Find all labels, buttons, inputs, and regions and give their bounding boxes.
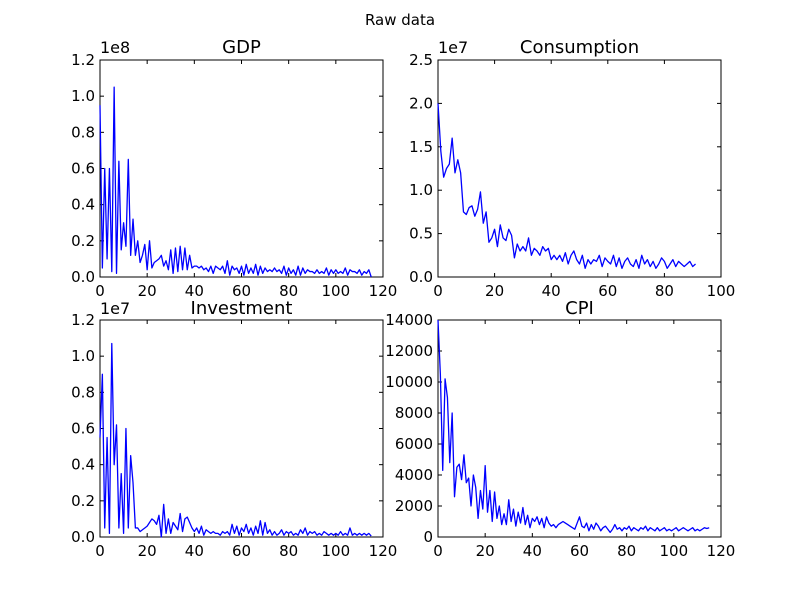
tick-group: 0 20 40 60 80 100 120 0.0 0.2 0.4 0.6 0.8 1.0 1.2 [71,311,397,560]
x-tick-label: 80 [617,542,636,560]
plot-frame [99,319,384,538]
y-tick-label: 0.8 [71,123,95,141]
y-tick-label: 0.8 [71,383,95,401]
panel-consumption: Consumption 1e7 0 20 40 60 80 100 0.0 0.5 1.0 1.5… [409,37,735,300]
panel-title: GDP [222,37,261,58]
y-tick-label: 0.4 [71,456,95,474]
panel-investment: Investment 1e7 0 20 40 60 80 100 1200.00.20.40… [71,298,397,560]
y-tick-label: 0 [423,528,433,546]
axis-offset-text: 1e7 [438,38,468,57]
panel-gdp: GDP 1e8 0 20 40 60 80 100 120 0.0 0.2 0.4 0.6 0.8 1.… [71,37,397,300]
x-tick-label: 0 [95,542,105,560]
tick-group: 0 20 40 60 80 100 120 0.0 0.2 0.4 0.6 0.8 1.0 1.2 [71,51,397,300]
x-tick-label: 120 [369,542,398,560]
x-tick-label: 100 [660,542,689,560]
x-tick-label: 60 [598,282,617,300]
panel-cpi: CPI 0 20 40 60 80 100 120 0 2000 4000 6000 8000 1000… [385,298,735,560]
y-tick-label: 14000 [385,311,433,329]
x-tick-label: 60 [232,542,251,560]
x-tick-label: 100 [707,282,736,300]
x-tick-label: 60 [570,542,589,560]
y-tick-label: 0.0 [71,268,95,286]
x-tick-label: 80 [655,282,674,300]
series-line [437,319,710,533]
y-tick-label: 0.0 [71,528,95,546]
axis-offset-text: 1e7 [100,299,130,318]
figure-suptitle: Raw data [365,11,435,29]
y-tick-label: 0.6 [71,420,95,438]
x-tick-label: 120 [369,282,398,300]
y-tick-label: 1.5 [409,138,433,156]
panel-title: CPI [565,298,594,319]
panel-title: Investment [191,298,293,319]
x-tick-label: 20 [476,542,495,560]
y-tick-label: 0.4 [71,196,95,214]
x-tick-label: 0 [95,282,105,300]
x-tick-label: 60 [232,282,251,300]
y-tick-label: 6000 [395,435,433,453]
series-line [99,86,372,278]
x-tick-label: 100 [322,542,351,560]
x-tick-label: 40 [185,542,204,560]
y-tick-label: 1.0 [71,347,95,365]
panel-title: Consumption [520,37,639,58]
tick-group: 0 20 40 60 80 100 0.0 0.5 1.0 1.5 2.0 2.5 [409,51,735,300]
tick-group: 0 20 40 60 80 100 120 0 2000 4000 6000 8000 10000 120… [385,311,735,560]
plot-frame [437,319,722,538]
x-tick-label: 120 [707,542,736,560]
x-tick-label: 100 [322,282,351,300]
y-tick-label: 4000 [395,466,433,484]
y-tick-label: 2000 [395,497,433,515]
x-tick-label: 20 [485,282,504,300]
y-tick-label: 1.2 [71,311,95,329]
y-tick-label: 2.0 [409,94,433,112]
y-tick-label: 12000 [385,342,433,360]
axis-offset-text: 1e8 [100,38,130,57]
y-tick-label: 1.0 [71,87,95,105]
plot-frame [437,59,722,278]
x-tick-label: 40 [185,282,204,300]
x-tick-label: 40 [523,542,542,560]
x-tick-label: 0 [433,542,443,560]
y-tick-label: 0.2 [71,492,95,510]
y-tick-label: 0.6 [71,160,95,178]
y-tick-label: 0.0 [409,268,433,286]
x-tick-label: 80 [279,282,298,300]
y-tick-label: 0.2 [71,232,95,250]
x-tick-label: 20 [138,282,157,300]
y-tick-label: 2.5 [409,51,433,69]
y-tick-label: 8000 [395,404,433,422]
x-tick-label: 80 [279,542,298,560]
x-tick-label: 20 [138,542,157,560]
y-tick-label: 1.0 [409,181,433,199]
y-tick-label: 1.2 [71,51,95,69]
y-tick-label: 0.5 [409,225,433,243]
series-line [437,103,696,269]
y-tick-label: 10000 [385,373,433,391]
plot-frame [99,59,384,278]
x-tick-label: 0 [433,282,443,300]
series-line [99,342,372,538]
x-tick-label: 40 [542,282,561,300]
